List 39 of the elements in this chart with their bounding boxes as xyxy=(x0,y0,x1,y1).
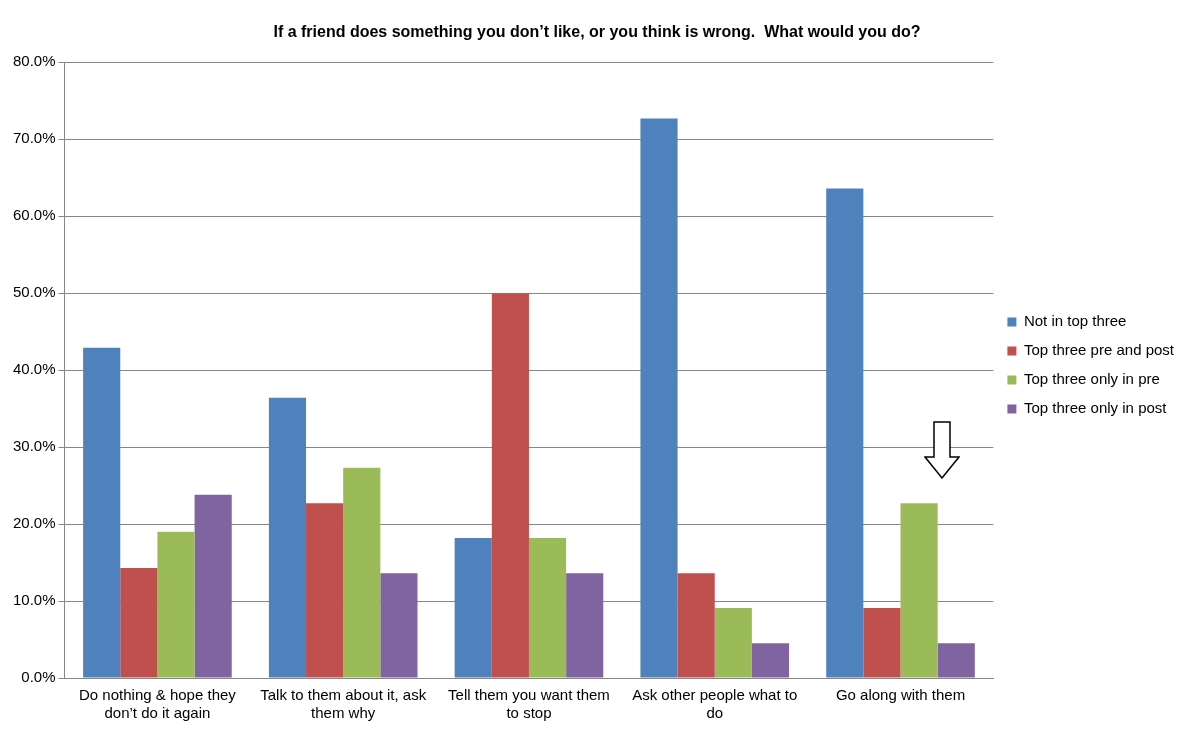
bar xyxy=(566,573,604,678)
bar xyxy=(491,293,529,678)
bar xyxy=(937,643,975,678)
bar xyxy=(380,573,418,678)
x-tick-label: Go along with them xyxy=(835,686,966,704)
y-tick-label: 80.0% xyxy=(12,52,56,70)
x-tick-label: Do nothing & hope they don’t do it again xyxy=(79,686,237,722)
bar xyxy=(157,531,195,678)
bar xyxy=(306,503,344,678)
x-tick-label: Ask other people what to do xyxy=(632,686,798,722)
y-tick-label: 10.0% xyxy=(12,591,56,609)
y-tick-label: 70.0% xyxy=(12,129,56,147)
bar xyxy=(826,188,864,678)
bar xyxy=(714,607,752,678)
x-tick-label: Tell them you want them to stop xyxy=(448,686,610,722)
bar xyxy=(863,607,901,678)
chart-title: If a friend does something you don’t like, or you think is wrong. What would you do? xyxy=(273,23,921,41)
y-tick-label: 50.0% xyxy=(12,283,56,301)
bar xyxy=(454,537,492,678)
y-tick-label: 60.0% xyxy=(12,206,56,224)
y-tick-label: 40.0% xyxy=(12,360,56,378)
bar xyxy=(528,537,567,678)
bar xyxy=(120,567,158,678)
bar xyxy=(640,118,678,678)
x-tick-label: Talk to them about it, ask them why xyxy=(260,686,427,722)
legend-label: Top three pre and post xyxy=(1023,341,1175,359)
legend-label: Top three only in post xyxy=(1023,399,1168,417)
y-tick-label: 30.0% xyxy=(12,437,56,455)
bar xyxy=(677,573,715,678)
bar xyxy=(900,503,938,678)
y-tick-label: 20.0% xyxy=(12,514,56,532)
legend-label: Not in top three xyxy=(1023,312,1127,330)
legend-label: Top three only in pre xyxy=(1023,370,1160,388)
bar xyxy=(268,397,307,678)
bar xyxy=(83,347,121,678)
bar xyxy=(751,643,790,678)
bar xyxy=(194,494,232,678)
bar xyxy=(343,467,381,678)
y-tick-label: 0.0% xyxy=(21,668,56,686)
